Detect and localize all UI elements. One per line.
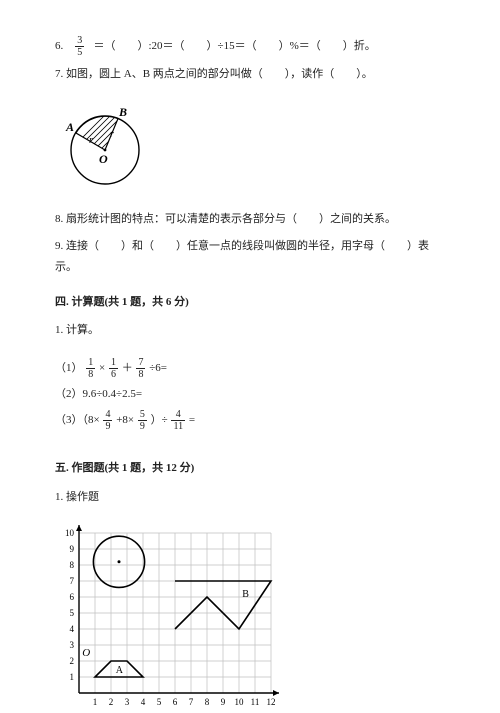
grid-figure: 12345678910111212345678910AOB — [55, 518, 445, 713]
circle-svg: r r A B O — [55, 95, 165, 195]
section-4-title: 四. 计算题(共 1 题，共 6 分) — [55, 292, 445, 313]
q6-equation: ＝（ ）:20＝（ ）÷15＝（ ）%＝（ ）折。 — [94, 40, 376, 52]
label-o-grid: O — [82, 647, 90, 659]
section-5-title: 五. 作图题(共 1 题，共 12 分) — [55, 458, 445, 479]
x-tick-label: 6 — [173, 697, 178, 707]
circle-figure: r r A B O — [55, 95, 445, 195]
item3-pre: （3）（8× — [55, 414, 100, 426]
sec4-sub1: 1. 计算。 — [55, 320, 445, 341]
y-tick-label: 1 — [70, 672, 75, 682]
y-tick-label: 6 — [70, 592, 75, 602]
sec5-sub1: 1. 操作题 — [55, 487, 445, 508]
q6-frac-den: 5 — [75, 47, 84, 58]
y-tick-label: 7 — [70, 576, 75, 586]
y-tick-label: 8 — [70, 560, 75, 570]
q7-text: 7. 如图，圆上 A、B 两点之间的部分叫做（ ），读作（ ）。 — [55, 68, 373, 80]
frac-4-9a: 4 9 — [103, 409, 112, 432]
y-tick-label: 2 — [70, 656, 75, 666]
label-a-shape: A — [116, 665, 124, 676]
f3-num: 7 — [136, 357, 145, 369]
frac-7-8: 7 8 — [136, 357, 145, 380]
circle-center-dot — [118, 560, 121, 563]
x-tick-label: 1 — [93, 697, 98, 707]
frac-4-11: 4 11 — [171, 409, 185, 432]
sec4-item3: （3）（8× 4 9 +8× 5 9 ）÷ 4 11 = — [55, 409, 445, 432]
q6-fraction: 3 5 — [75, 35, 84, 58]
q6-prefix: 6. — [55, 40, 63, 52]
f6-den: 11 — [171, 421, 185, 432]
q6-frac-num: 3 — [75, 35, 84, 47]
x-tick-label: 7 — [189, 697, 194, 707]
x-arrow — [273, 690, 279, 696]
x-tick-label: 8 — [205, 697, 210, 707]
x-tick-label: 9 — [221, 697, 226, 707]
question-7: 7. 如图，圆上 A、B 两点之间的部分叫做（ ），读作（ ）。 — [55, 64, 445, 85]
y-tick-label: 3 — [70, 640, 75, 650]
question-9: 9. 连接（ ）和（ ）任意一点的线段叫做圆的半径，用字母（ ）表示。 — [55, 236, 445, 278]
mid3: +8× — [116, 414, 134, 426]
frac-1-6: 1 6 — [109, 357, 118, 380]
sector-hatch — [65, 95, 161, 155]
y-arrow — [76, 525, 82, 531]
f1-num: 1 — [86, 357, 95, 369]
plus-1: ＋ — [122, 362, 133, 374]
label-a: A — [65, 120, 74, 134]
x-tick-label: 5 — [157, 697, 162, 707]
f4-num: 4 — [103, 409, 112, 421]
frac-5-9: 5 9 — [138, 409, 147, 432]
label-r1: r — [89, 135, 93, 146]
f3-den: 8 — [136, 369, 145, 380]
q8-text: 8. 扇形统计图的特点：可以清楚的表示各部分与（ ）之间的关系。 — [55, 213, 396, 225]
sec4-item1: （1） 1 8 × 1 6 ＋ 7 8 ÷6= — [55, 357, 445, 380]
tail3: = — [189, 414, 195, 426]
f4-den: 9 — [103, 421, 112, 432]
f2-num: 1 — [109, 357, 118, 369]
f2-den: 6 — [109, 369, 118, 380]
question-6: 6. 3 5 ＝（ ）:20＝（ ）÷15＝（ ）%＝（ ）折。 — [55, 35, 445, 58]
center-dot — [104, 148, 107, 151]
item1-pre: （1） — [55, 362, 83, 374]
post3: ）÷ — [151, 414, 168, 426]
x-tick-label: 11 — [251, 697, 260, 707]
y-tick-label: 10 — [65, 528, 75, 538]
x-tick-label: 2 — [109, 697, 114, 707]
label-b: B — [118, 105, 127, 119]
label-b-shape: B — [242, 589, 249, 600]
f5-den: 9 — [138, 421, 147, 432]
frac-1-8: 1 8 — [86, 357, 95, 380]
x-tick-label: 10 — [235, 697, 245, 707]
div6: ÷6= — [149, 362, 167, 374]
q9-text: 9. 连接（ ）和（ ）任意一点的线段叫做圆的半径，用字母（ ）表示。 — [55, 240, 429, 273]
x-tick-label: 4 — [141, 697, 146, 707]
x-tick-label: 12 — [267, 697, 276, 707]
grid-svg: 12345678910111212345678910AOB — [55, 518, 285, 713]
y-tick-label: 5 — [70, 608, 75, 618]
sec4-item2: （2）9.6÷0.4÷2.5= — [55, 384, 445, 405]
y-tick-label: 9 — [70, 544, 75, 554]
label-o: O — [99, 152, 108, 166]
label-r2: r — [110, 129, 114, 140]
times-1: × — [99, 362, 105, 374]
y-tick-label: 4 — [70, 624, 75, 634]
question-8: 8. 扇形统计图的特点：可以清楚的表示各部分与（ ）之间的关系。 — [55, 209, 445, 230]
f5-num: 5 — [138, 409, 147, 421]
f1-den: 8 — [86, 369, 95, 380]
f6-num: 4 — [171, 409, 185, 421]
x-tick-label: 3 — [125, 697, 130, 707]
